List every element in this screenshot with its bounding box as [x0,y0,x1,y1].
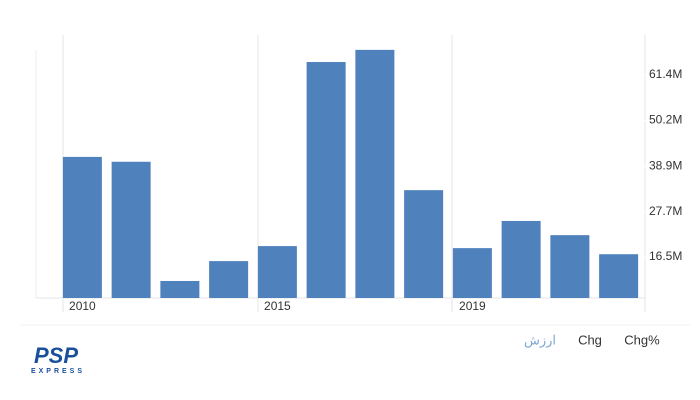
bar [62,156,102,298]
y-tick-label: 38.9M [649,158,682,172]
logo-subtitle: EXPRESS [31,368,85,375]
y-tick-label: 27.7M [649,204,682,218]
x-tick-label: 2015 [264,299,291,313]
bar [160,280,200,298]
y-tick-label: 16.5M [649,249,682,263]
tab[interactable]: ارزش [524,332,556,348]
x-tick-label: 2019 [459,299,486,313]
bar [452,248,492,298]
bar [501,220,541,298]
y-tick-label: 61.4M [649,67,682,81]
y-tick-label: 50.2M [649,113,682,127]
bar [355,49,395,298]
logo-title: PSP [34,343,78,368]
x-tick-label: 2010 [69,299,96,313]
bar [111,161,151,298]
tab[interactable]: Chg% [624,332,660,347]
bar [550,235,590,298]
bar [306,62,346,299]
bar [599,254,639,298]
bar [257,246,297,298]
bar [404,190,444,298]
bar [209,261,249,298]
tab[interactable]: Chg [578,332,602,347]
logo: PSP EXPRESS [31,343,85,375]
